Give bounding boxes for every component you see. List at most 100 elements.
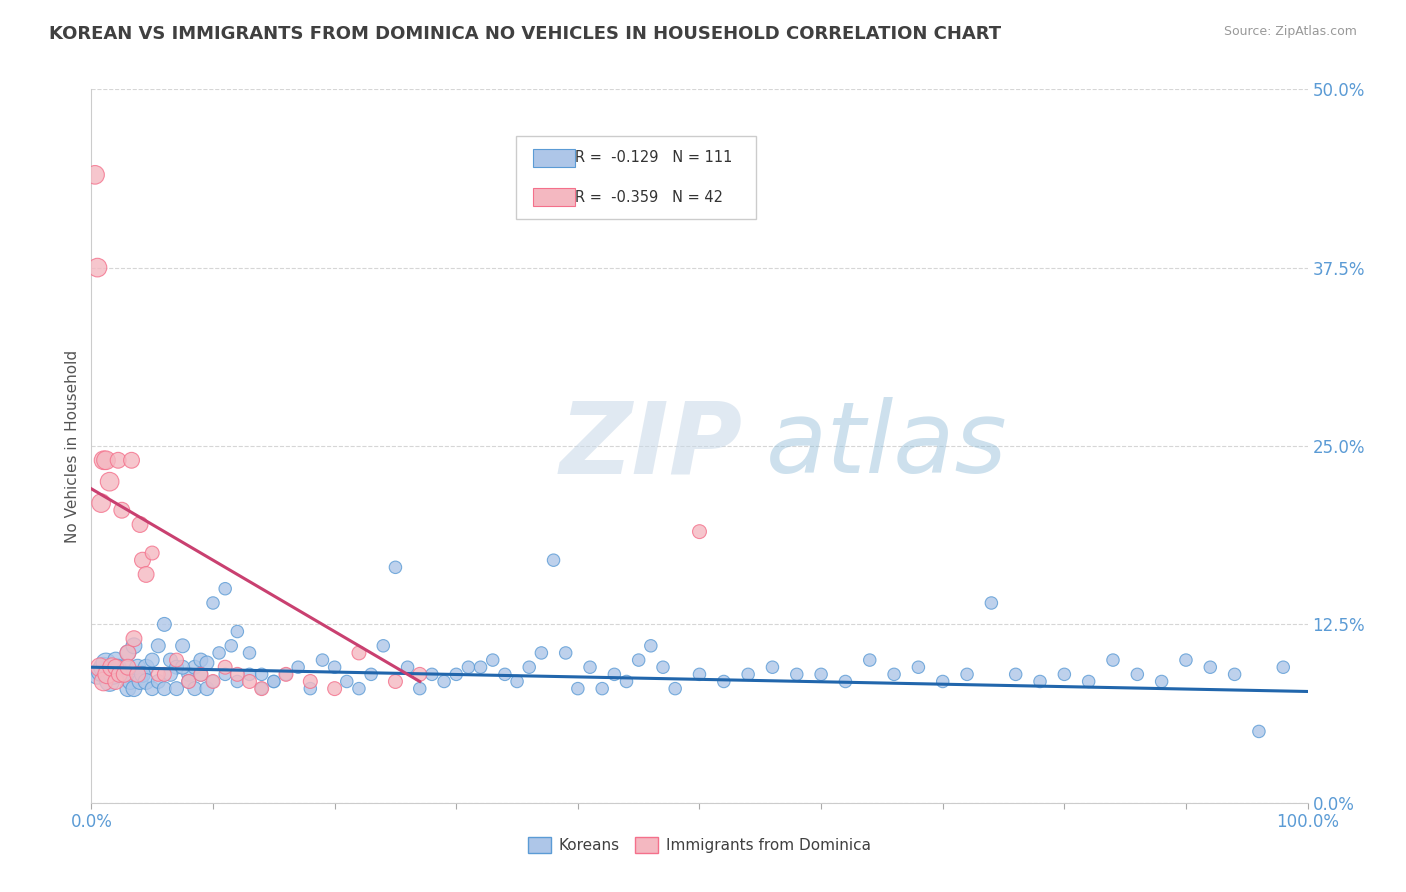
Point <box>127 660 149 674</box>
Point <box>238 674 260 689</box>
Point <box>148 639 170 653</box>
Point <box>481 653 503 667</box>
Point <box>579 660 602 674</box>
Point <box>603 667 626 681</box>
Point <box>127 667 149 681</box>
Point <box>664 681 686 696</box>
Text: R =  -0.129   N = 111: R = -0.129 N = 111 <box>575 150 733 165</box>
Point <box>112 667 135 681</box>
Point <box>129 517 152 532</box>
Point <box>117 660 139 674</box>
Point <box>517 660 540 674</box>
Point <box>1077 674 1099 689</box>
Point <box>96 667 118 681</box>
Point <box>494 667 516 681</box>
Point <box>159 653 181 667</box>
Point <box>117 681 139 696</box>
Point <box>640 639 662 653</box>
Point <box>141 681 163 696</box>
Point <box>177 667 200 681</box>
Point <box>506 674 529 689</box>
Point <box>530 646 553 660</box>
Point <box>93 453 115 467</box>
Point <box>956 667 979 681</box>
Point <box>202 674 225 689</box>
Point <box>184 660 207 674</box>
Point <box>208 646 231 660</box>
Point <box>172 660 194 674</box>
Point <box>141 546 163 560</box>
Point <box>567 681 589 696</box>
Point <box>931 674 953 689</box>
Point <box>859 653 882 667</box>
Point <box>122 681 145 696</box>
Point <box>311 653 333 667</box>
Point <box>135 660 157 674</box>
Point <box>226 674 249 689</box>
Point <box>131 553 153 567</box>
Point <box>166 653 188 667</box>
Point <box>360 667 382 681</box>
Point <box>184 681 207 696</box>
Point <box>121 453 143 467</box>
Point <box>86 260 108 275</box>
Point <box>108 667 131 681</box>
Point <box>1053 667 1076 681</box>
Text: KOREAN VS IMMIGRANTS FROM DOMINICA NO VEHICLES IN HOUSEHOLD CORRELATION CHART: KOREAN VS IMMIGRANTS FROM DOMINICA NO VE… <box>49 25 1001 43</box>
Point <box>135 674 157 689</box>
Point <box>120 674 142 689</box>
Point <box>652 660 675 674</box>
Point <box>90 496 112 510</box>
Point <box>373 639 395 653</box>
Point <box>153 681 176 696</box>
Point <box>980 596 1002 610</box>
Point <box>409 681 432 696</box>
Point <box>98 475 121 489</box>
Point <box>107 660 129 674</box>
Point <box>274 667 297 681</box>
Point <box>396 660 419 674</box>
Point <box>172 639 194 653</box>
Point <box>94 453 117 467</box>
Point <box>111 667 134 681</box>
Point <box>202 674 225 689</box>
Point <box>129 667 152 681</box>
Point <box>104 674 127 689</box>
Point <box>250 667 273 681</box>
Point <box>444 667 467 681</box>
Point <box>263 674 285 689</box>
Point <box>190 653 212 667</box>
Text: Source: ZipAtlas.com: Source: ZipAtlas.com <box>1223 25 1357 38</box>
Point <box>214 667 236 681</box>
Point <box>554 646 576 660</box>
Point <box>148 667 170 681</box>
Point <box>1029 674 1052 689</box>
Point <box>114 660 136 674</box>
Point <box>122 632 145 646</box>
Point <box>131 667 153 681</box>
Legend: Koreans, Immigrants from Dominica: Koreans, Immigrants from Dominica <box>522 831 877 859</box>
Point <box>263 674 285 689</box>
Text: ZIP: ZIP <box>560 398 742 494</box>
Point <box>86 667 108 681</box>
Point <box>384 560 406 574</box>
Point <box>299 681 322 696</box>
Point <box>1126 667 1149 681</box>
Point <box>1199 660 1222 674</box>
Point <box>274 667 297 681</box>
Point <box>1223 667 1246 681</box>
Point <box>177 674 200 689</box>
Point <box>627 653 650 667</box>
Point <box>737 667 759 681</box>
Text: atlas: atlas <box>766 398 1008 494</box>
Point <box>226 667 249 681</box>
Point <box>141 653 163 667</box>
Point <box>98 674 121 689</box>
Point <box>688 524 710 539</box>
Point <box>299 674 322 689</box>
Point <box>250 681 273 696</box>
Point <box>104 660 127 674</box>
Point <box>336 674 359 689</box>
Point <box>347 646 370 660</box>
Point <box>1175 653 1198 667</box>
